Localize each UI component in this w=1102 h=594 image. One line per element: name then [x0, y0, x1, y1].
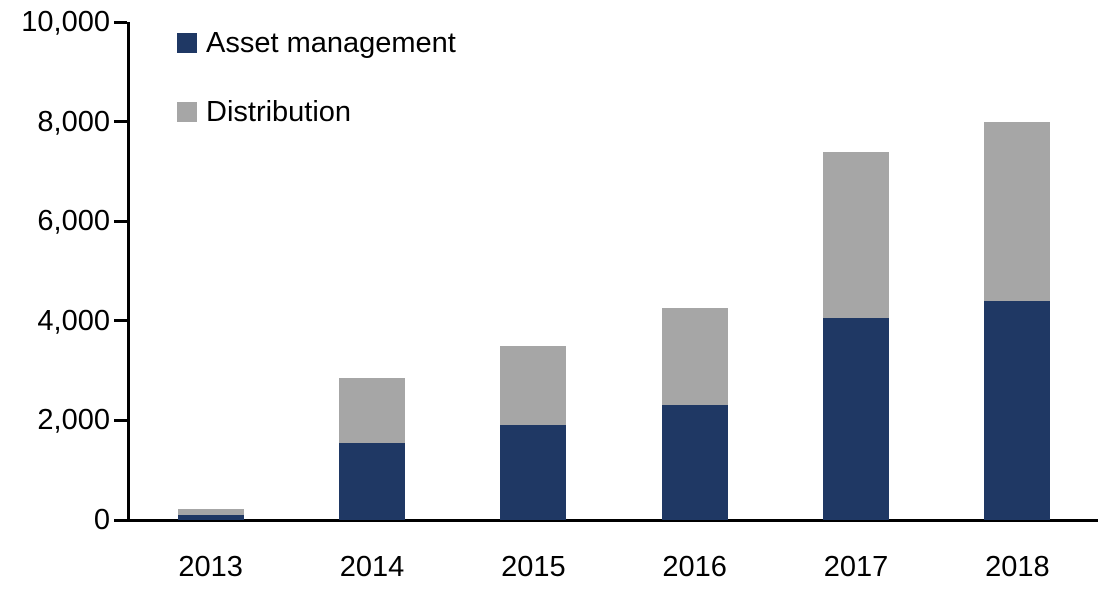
y-tick-label: 10,000 — [21, 6, 110, 38]
x-axis-label-2013: 2013 — [178, 551, 243, 583]
legend-item-distribution: Distribution — [177, 96, 456, 128]
bar-segment-2015-asset-management — [500, 425, 567, 520]
y-tick-label: 2,000 — [37, 404, 110, 437]
legend-item-asset-management: Asset management — [177, 27, 456, 59]
legend-label-asset-management: Asset management — [206, 26, 456, 59]
bar-segment-2015-distribution — [500, 345, 567, 426]
x-axis-label-2016: 2016 — [662, 551, 727, 583]
bar-segment-2014-distribution — [339, 378, 405, 443]
legend-swatch-asset-management — [177, 33, 197, 53]
x-axis-line — [127, 518, 1098, 522]
legend: Asset management Distribution — [177, 27, 456, 168]
y-tick-mark — [114, 319, 127, 323]
x-axis-label-2015: 2015 — [501, 551, 566, 583]
bar-segment-2017-asset-management — [823, 318, 889, 520]
y-tick-label: 8,000 — [37, 105, 110, 138]
x-axis-label-2017: 2017 — [823, 551, 889, 583]
bar-segment-2013-distribution — [177, 509, 244, 515]
bar-segment-2018-distribution — [984, 121, 1051, 301]
bar-segment-2017-distribution — [823, 152, 889, 319]
y-tick-label: 6,000 — [37, 205, 110, 238]
y-tick-label: 4,000 — [37, 304, 110, 337]
bar-segment-2013-asset-management — [177, 515, 244, 520]
y-tick-mark — [114, 20, 127, 24]
y-tick-mark — [114, 120, 127, 124]
bar-segment-2014-asset-management — [339, 442, 405, 520]
y-tick-label: 0 — [93, 504, 110, 536]
y-axis-line — [127, 22, 130, 522]
bar-segment-2018-asset-management — [984, 300, 1051, 520]
y-tick-mark — [114, 518, 127, 522]
bar-segment-2016-asset-management — [661, 405, 728, 520]
bar-segment-2016-distribution — [661, 308, 728, 406]
legend-swatch-distribution — [177, 102, 197, 122]
y-tick-mark — [114, 418, 127, 422]
legend-label-distribution: Distribution — [206, 95, 352, 128]
x-axis-label-2014: 2014 — [339, 551, 405, 583]
x-axis-label-2018: 2018 — [985, 551, 1050, 583]
y-tick-mark — [114, 219, 127, 223]
